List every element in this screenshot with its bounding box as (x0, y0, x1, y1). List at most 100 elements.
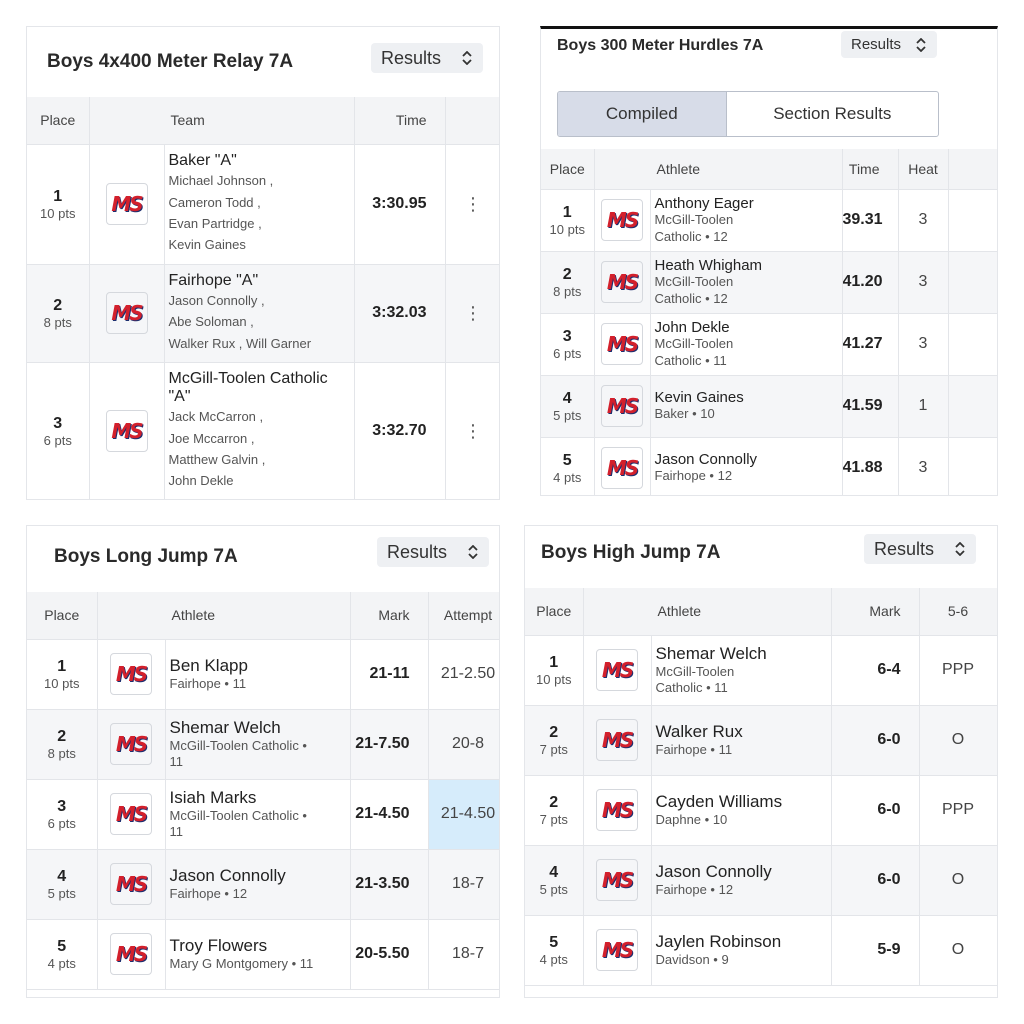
place: 1 (57, 657, 67, 675)
detail: Michael Johnson , (168, 173, 274, 189)
school-logo: MS (596, 719, 638, 761)
place: 2 (53, 296, 63, 314)
logo-cell: MS (97, 779, 166, 850)
results-dropdown[interactable]: Results (377, 537, 489, 567)
row-menu[interactable]: ⋮ (445, 362, 499, 499)
name: Troy Flowers (169, 935, 268, 955)
view-tabs: Compiled Section Results (557, 91, 939, 137)
column-header: Place (27, 97, 90, 145)
detail: McGill-Toolen Catholic • 11 (169, 807, 307, 839)
extra: 3 (898, 313, 949, 376)
column-header: Heat (898, 149, 949, 190)
row-menu[interactable]: ⋮ (445, 144, 499, 265)
results-panel: Boys 300 Meter Hurdles 7A Results Compiled… (540, 26, 998, 496)
points: 5 pts (539, 881, 568, 897)
logo-cell: MS (594, 251, 651, 314)
extra: PPP (919, 635, 997, 706)
points: 4 pts (553, 469, 582, 485)
row-menu[interactable]: ⋮ (445, 264, 499, 363)
results-dropdown[interactable]: Results (371, 43, 483, 73)
place: 3 (53, 414, 63, 432)
name-cell: Troy Flowers Mary G Montgomery • 11 (165, 919, 351, 990)
points: 10 pts (44, 675, 80, 691)
school-logo: MS (105, 410, 148, 452)
header-row: Place Athlete Time Heat (541, 149, 997, 190)
detail: Fairhope • 11 (169, 675, 247, 691)
result: 39.31 (842, 189, 899, 252)
place-cell: 1 10 pts (541, 189, 595, 252)
name: Jaylen Robinson (655, 931, 782, 951)
name-cell: Heath Whigham McGill-Toolen Catholic • 12 (650, 251, 843, 314)
logo-cell: MS (583, 915, 652, 986)
column-header: Time (354, 97, 446, 145)
spacer (948, 313, 997, 376)
result: 3:30.95 (354, 144, 446, 265)
name-cell: Cayden Williams Daphne • 10 (651, 775, 832, 846)
column-header: Place (541, 149, 595, 190)
name: Anthony Eager (654, 195, 754, 213)
results-dropdown[interactable]: Results (841, 31, 937, 58)
logo-cell: MS (97, 709, 166, 780)
school-logo: MS (601, 199, 643, 241)
name-cell: Baker "A" Michael Johnson , Cameron Todd ,… (164, 144, 355, 265)
name-cell: Jason Connolly Fairhope • 12 (651, 845, 832, 916)
place: 3 (57, 797, 67, 815)
points: 6 pts (553, 345, 582, 361)
name: Jason Connolly (169, 865, 286, 885)
place-cell: 1 10 pts (27, 144, 90, 265)
result: 21-11 (350, 639, 429, 710)
extra: O (919, 705, 997, 776)
extra: 20-8 (428, 709, 499, 780)
view-tab[interactable]: Compiled (558, 92, 726, 136)
column-header: 5-6 (919, 588, 997, 636)
points: 5 pts (47, 885, 76, 901)
place: 5 (562, 451, 572, 469)
column-header: Team (89, 97, 355, 145)
result: 3:32.03 (354, 264, 446, 363)
name-cell: Anthony Eager McGill-Toolen Catholic • 12 (650, 189, 843, 252)
logo-cell: MS (97, 919, 166, 990)
result-row: 1 10 pts MS Baker "A" Michael Johnson , Camer… (27, 144, 499, 265)
name: Shemar Welch (169, 717, 281, 737)
school-logo: MS (110, 933, 152, 975)
place: 2 (549, 723, 559, 741)
name: McGill-Toolen Catholic "A" (168, 370, 328, 406)
result: 41.27 (842, 313, 899, 376)
place: 1 (562, 203, 572, 221)
detail: McGill-Toolen Catholic • 11 (654, 336, 734, 368)
results-dropdown[interactable]: Results (864, 534, 976, 564)
detail: Davidson • 9 (655, 951, 729, 967)
place: 4 (562, 389, 572, 407)
logo-cell: MS (89, 144, 165, 265)
view-tab[interactable]: Section Results (725, 92, 938, 136)
name: Shemar Welch (655, 643, 767, 663)
column-header: Athlete (583, 588, 832, 636)
name: John Dekle (654, 319, 730, 337)
name-cell: Ben Klapp Fairhope • 11 (165, 639, 351, 710)
event-title: Boys High Jump 7A (541, 542, 721, 563)
result: 21-4.50 (350, 779, 429, 850)
extra: 21-4.50 (428, 779, 499, 850)
detail: McGill-Toolen Catholic • 11 (169, 737, 307, 769)
school-logo: MS (596, 929, 638, 971)
detail: McGill-Toolen Catholic • 12 (654, 274, 734, 306)
name: Jason Connolly (654, 451, 758, 469)
name-cell: Fairhope "A" Jason Connolly , Abe Soloman … (164, 264, 355, 363)
points: 8 pts (553, 283, 582, 299)
points: 7 pts (539, 811, 568, 827)
logo-cell: MS (89, 264, 165, 363)
results-table: Place Athlete Mark Attempt 1 10 pts MS Ben Klap… (27, 592, 499, 990)
